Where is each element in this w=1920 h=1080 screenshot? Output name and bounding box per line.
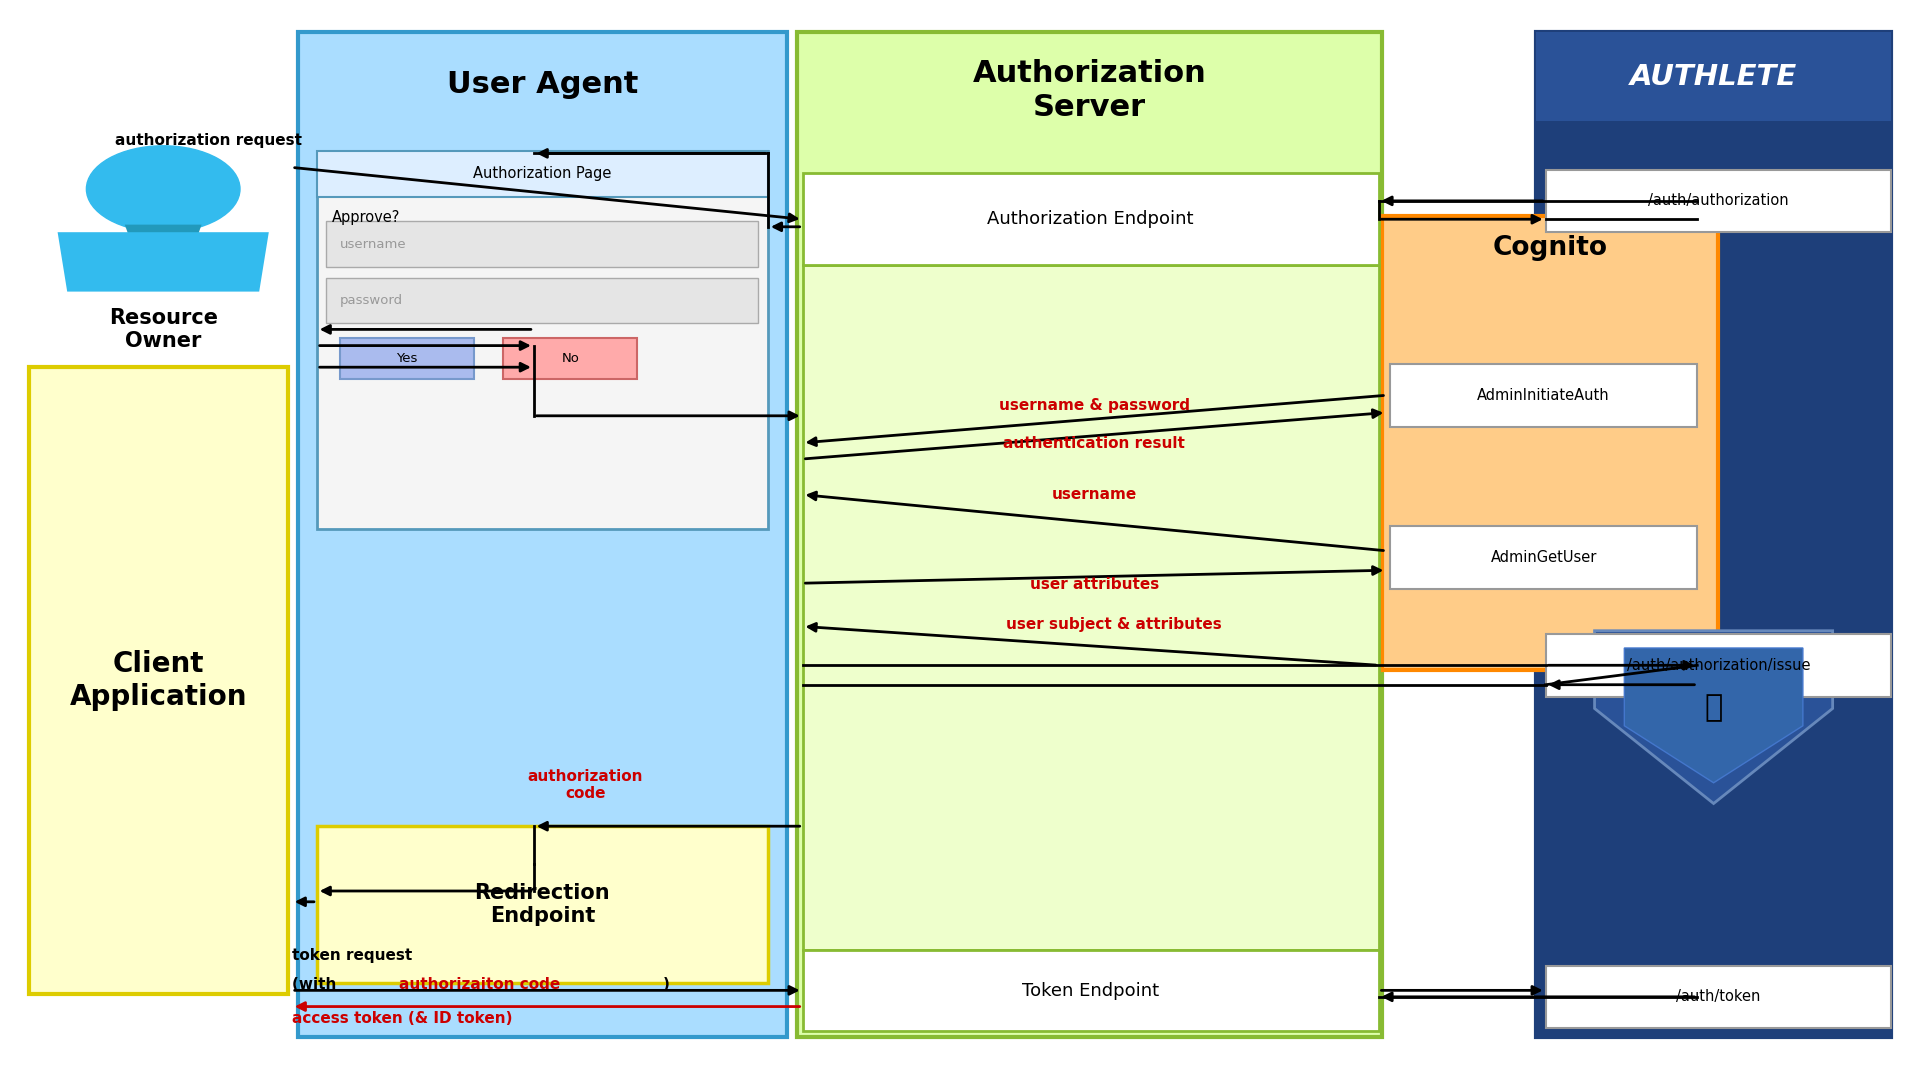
Text: AdminInitiateAuth: AdminInitiateAuth (1476, 388, 1611, 403)
FancyBboxPatch shape (298, 32, 787, 1037)
Text: /auth/token: /auth/token (1676, 989, 1761, 1004)
Text: user attributes: user attributes (1029, 577, 1160, 592)
Polygon shape (1624, 648, 1803, 783)
FancyBboxPatch shape (1390, 526, 1697, 589)
FancyBboxPatch shape (1382, 216, 1718, 670)
FancyBboxPatch shape (317, 151, 768, 529)
FancyBboxPatch shape (1536, 32, 1891, 1037)
FancyBboxPatch shape (340, 338, 474, 379)
Polygon shape (58, 232, 269, 292)
Circle shape (86, 146, 240, 232)
FancyBboxPatch shape (803, 265, 1379, 950)
Text: No: No (561, 352, 580, 365)
Text: Approve?: Approve? (332, 210, 401, 225)
Text: Authorization Page: Authorization Page (472, 166, 612, 181)
Text: Authorization Endpoint: Authorization Endpoint (987, 210, 1194, 228)
Text: Redirection
Endpoint: Redirection Endpoint (474, 883, 611, 927)
Text: authorization
code: authorization code (528, 769, 643, 801)
FancyBboxPatch shape (1546, 634, 1891, 697)
Text: password: password (340, 294, 403, 307)
Text: AdminGetUser: AdminGetUser (1490, 550, 1597, 565)
FancyBboxPatch shape (803, 950, 1379, 1031)
Text: username: username (1052, 487, 1137, 502)
FancyBboxPatch shape (1390, 364, 1697, 427)
Text: authentication result: authentication result (1004, 436, 1185, 451)
Text: Cognito: Cognito (1494, 235, 1607, 261)
FancyBboxPatch shape (1536, 32, 1891, 121)
Text: token request: token request (292, 948, 413, 963)
FancyBboxPatch shape (1546, 170, 1891, 232)
FancyBboxPatch shape (317, 826, 768, 983)
Text: authorizaiton code: authorizaiton code (399, 977, 561, 993)
FancyBboxPatch shape (803, 173, 1379, 265)
Polygon shape (125, 225, 202, 235)
Text: User Agent: User Agent (447, 70, 637, 99)
Text: access token (& ID token): access token (& ID token) (292, 1011, 513, 1026)
Text: Authorization
Server: Authorization Server (973, 59, 1206, 122)
Text: 🦅: 🦅 (1705, 693, 1722, 721)
Text: username: username (340, 238, 407, 251)
Text: AUTHLETE: AUTHLETE (1630, 63, 1797, 91)
FancyBboxPatch shape (797, 32, 1382, 1037)
Text: username & password: username & password (998, 397, 1190, 413)
FancyBboxPatch shape (326, 278, 758, 323)
Text: user subject & attributes: user subject & attributes (1006, 617, 1221, 632)
Text: Resource
Owner: Resource Owner (109, 308, 217, 351)
Text: (with: (with (292, 977, 342, 993)
FancyBboxPatch shape (29, 367, 288, 994)
Text: Yes: Yes (396, 352, 419, 365)
FancyBboxPatch shape (326, 221, 758, 267)
FancyBboxPatch shape (317, 151, 768, 197)
Text: ): ) (662, 977, 670, 993)
Text: /auth/authorization/issue: /auth/authorization/issue (1626, 658, 1811, 673)
Polygon shape (1594, 631, 1834, 804)
Text: Client
Application: Client Application (69, 650, 248, 711)
Text: Token Endpoint: Token Endpoint (1021, 982, 1160, 1000)
Text: authorization request: authorization request (115, 133, 301, 148)
Text: /auth/authorization: /auth/authorization (1647, 193, 1789, 208)
FancyBboxPatch shape (503, 338, 637, 379)
FancyBboxPatch shape (1546, 966, 1891, 1028)
